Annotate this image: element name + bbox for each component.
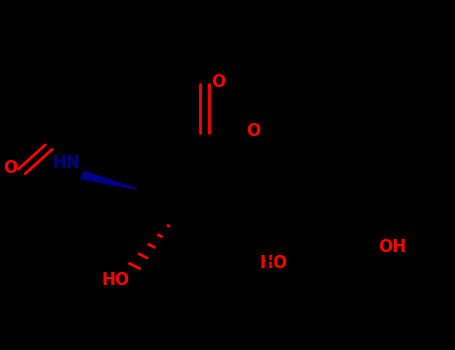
Text: O: O bbox=[247, 122, 261, 140]
Text: HO: HO bbox=[102, 271, 130, 289]
Text: O: O bbox=[211, 73, 226, 91]
Text: HO: HO bbox=[260, 254, 288, 272]
Polygon shape bbox=[81, 172, 137, 189]
Text: H: H bbox=[264, 255, 276, 269]
Text: HN: HN bbox=[53, 154, 81, 172]
Text: OH: OH bbox=[378, 238, 406, 256]
Text: O: O bbox=[3, 159, 17, 177]
